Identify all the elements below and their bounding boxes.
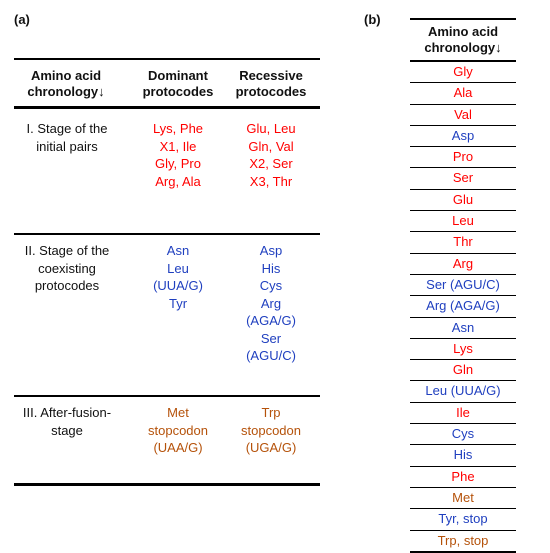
panel-b-label: (b) [364,12,381,27]
stage-1-recessive-line: X3, Thr [249,173,293,189]
table-a-stage-1-rule [14,233,320,235]
table-b-row: Arg (AGA/G) [410,296,516,318]
table-b-row: Lys [410,339,516,361]
table-a-header-recessive: Recessive protocodes [235,68,307,99]
stage-3-dominant-line: (UAA/G) [153,440,203,455]
table-b-row: Glu [410,190,516,212]
stage-1-name: I. Stage of the initial pairs [26,121,108,154]
stage-1-recessive-line: X2, Ser [249,156,293,171]
table-a-top-rule [14,58,320,60]
table-b-row: Gly [410,62,516,84]
stage-1-dominant-line: Arg, Ala [155,173,201,189]
stage-3-recessive: Trp stopcodon (UGA/G) [222,404,320,457]
table-a-stage-2-rule [14,395,320,397]
table-b-row: Asp [410,126,516,148]
stage-3-dominant: Met stopcodon (UAA/G) [130,404,226,457]
stage-2-recessive-line: (AGA/G) [246,313,296,328]
stage-2-dominant-line: Asn [166,243,190,258]
table-b-row: Thr [410,232,516,254]
stage-2-recessive-line: (AGU/C) [246,348,296,363]
stage-2-recessive-line: Cys [259,278,283,293]
stage-3-recessive-line: (UGA/G) [245,440,297,455]
stage-1-recessive-line: Glu, Leu [246,121,296,136]
stage-3-dominant-line: stopcodon [148,422,208,438]
stage-3-recessive-line: stopcodon [241,422,301,438]
stage-1-dominant-line: Lys, Phe [152,121,204,136]
table-b-row: Leu [410,211,516,233]
table-b-row: Phe [410,467,516,488]
stage-2-dominant: Asn Leu (UUA/G) Tyr [130,242,226,312]
table-a-header-dominant: Dominant protocodes [142,68,214,99]
stage-3-name: III. After-fusion-stage [22,405,112,438]
stage-1-recessive: Glu, Leu Gln, Val X2, Ser X3, Thr [222,120,320,190]
table-b-header: Amino acid chronology↓ [424,24,502,55]
stage-2-recessive: Asp His Cys Arg (AGA/G) Ser (AGU/C) [222,242,320,365]
stage-3-recessive-line: Trp [261,405,281,420]
stage-2-recessive-line: His [261,260,281,276]
table-b-row: Gln [410,360,516,382]
table-b-row: Tyr, stop [410,509,516,531]
table-b-row: Ala [410,83,516,105]
stage-1-recessive-line: Gln, Val [248,138,294,154]
table-a-header-rule [14,106,320,109]
stage-2-name: II. Stage of the coexisting protocodes [24,243,110,293]
table-a-header-chronology: Amino acid chronology↓ [27,68,105,99]
stage-2-dominant-line: Tyr [168,295,188,311]
stage-1-dominant-line: Gly, Pro [155,156,201,171]
stage-2-recessive-line: Ser [260,330,282,346]
table-a-bottom-rule [14,483,320,486]
table-b-row: Leu (UUA/G) [410,381,516,403]
panel-a-label: (a) [14,12,30,27]
stage-3-dominant-line: Met [167,405,189,420]
table-b-top-rule [410,18,516,20]
stage-1-dominant: Lys, Phe X1, Ile Gly, Pro Arg, Ala [130,120,226,190]
table-b-row: Cys [410,424,516,446]
table-b-row: Val [410,105,516,126]
table-b: Gly Ala Val Asp Pro Ser Glu Leu Thr Arg Ser (AGU/C… [410,62,516,553]
stage-2-recessive-line: Asp [259,243,283,258]
table-b-row: Arg [410,254,516,275]
stage-2-dominant-line: (UUA/G) [153,278,203,293]
table-b-row: Ser (AGU/C) [410,275,516,297]
table-b-header-rule [410,60,516,62]
stage-2-dominant-line: Leu [167,260,189,276]
table-b-row: Ser [410,168,516,190]
table-b-row: Ile [410,403,516,425]
table-b-row: Asn [410,318,516,339]
stage-1-dominant-line: X1, Ile [159,138,197,154]
table-b-row: Pro [410,147,516,169]
stage-2-recessive-line: Arg [260,295,282,311]
table-b-row: His [410,445,516,467]
table-b-row: Trp, stop [410,531,516,553]
